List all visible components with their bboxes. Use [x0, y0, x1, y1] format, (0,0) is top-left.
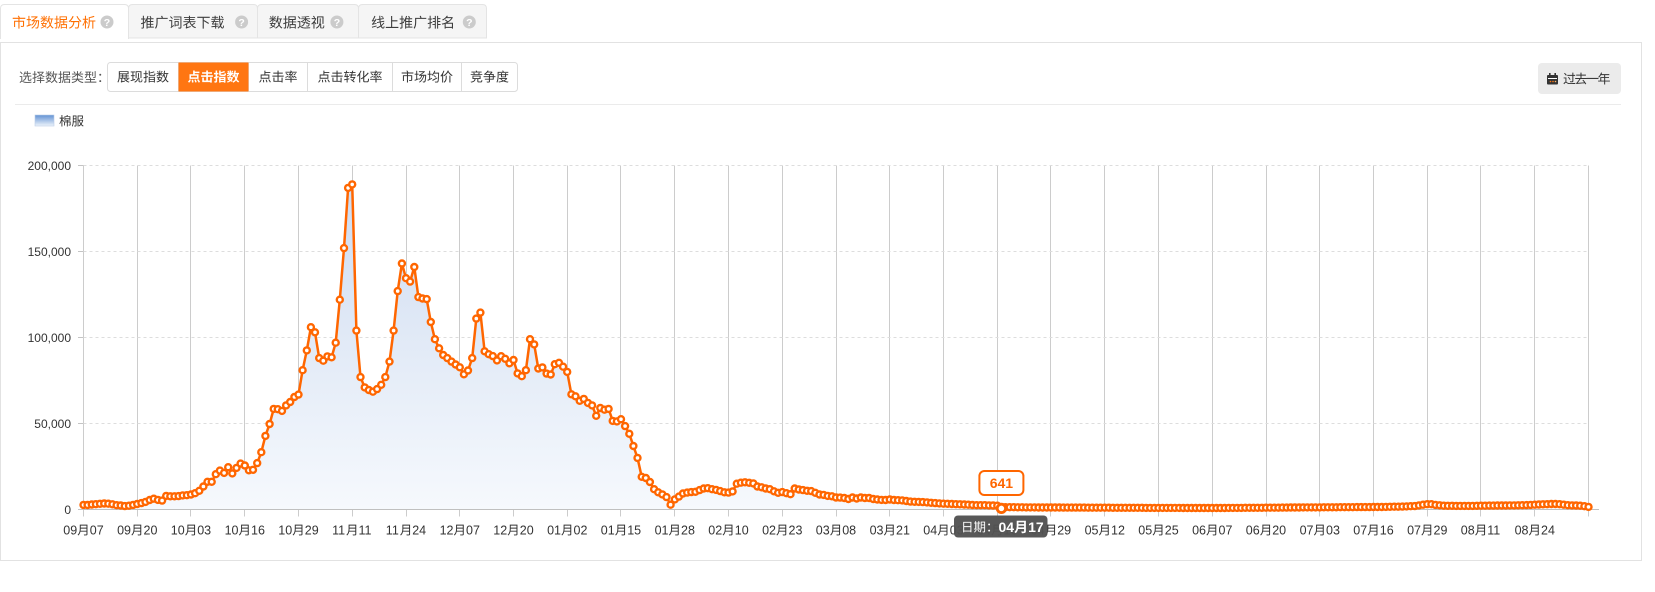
svg-text:12: 12 — [440, 524, 454, 538]
svg-text:07: 07 — [1219, 524, 1233, 538]
svg-text:05: 05 — [1085, 524, 1099, 538]
svg-text:24: 24 — [1541, 524, 1555, 538]
svg-text:150,000: 150,000 — [28, 245, 72, 259]
svg-text:?: ? — [334, 17, 340, 29]
svg-text:08: 08 — [1515, 524, 1529, 538]
svg-text:07: 07 — [1407, 524, 1421, 538]
svg-text:200,000: 200,000 — [28, 159, 72, 173]
svg-text:25: 25 — [1165, 524, 1179, 538]
svg-text:24: 24 — [412, 524, 426, 538]
svg-text:10: 10 — [171, 524, 185, 538]
svg-text:02: 02 — [708, 524, 722, 538]
svg-text:?: ? — [238, 17, 244, 29]
svg-text:?: ? — [466, 17, 472, 29]
svg-text:23: 23 — [789, 524, 803, 538]
svg-text:07: 07 — [1300, 524, 1314, 538]
svg-text:01: 01 — [547, 524, 561, 538]
svg-text:04: 04 — [999, 519, 1015, 535]
svg-text:06: 06 — [1192, 524, 1206, 538]
svg-text:29: 29 — [1057, 524, 1071, 538]
svg-text:28: 28 — [681, 524, 695, 538]
svg-text:10: 10 — [735, 524, 749, 538]
svg-text:29: 29 — [305, 524, 319, 538]
svg-text:09: 09 — [63, 524, 77, 538]
svg-text:?: ? — [104, 17, 110, 29]
svg-text:08: 08 — [1461, 524, 1475, 538]
svg-text:11: 11 — [332, 524, 345, 538]
svg-text:50,000: 50,000 — [34, 417, 71, 431]
svg-text:10: 10 — [278, 524, 292, 538]
svg-text:01: 01 — [601, 524, 615, 538]
svg-text:05: 05 — [1138, 524, 1152, 538]
svg-text:641: 641 — [990, 475, 1014, 491]
svg-text:07: 07 — [466, 524, 480, 538]
svg-text:03: 03 — [197, 524, 211, 538]
svg-text:21: 21 — [896, 524, 910, 538]
svg-text:20: 20 — [1272, 524, 1286, 538]
svg-text:100,000: 100,000 — [28, 331, 72, 345]
svg-text:20: 20 — [144, 524, 158, 538]
svg-text:11: 11 — [386, 524, 399, 538]
svg-text:09: 09 — [117, 524, 131, 538]
svg-text:02: 02 — [762, 524, 776, 538]
svg-text:07: 07 — [1353, 524, 1367, 538]
svg-text:11: 11 — [1487, 524, 1500, 538]
svg-text:04: 04 — [923, 524, 937, 538]
svg-text:03: 03 — [816, 524, 830, 538]
svg-text:01: 01 — [655, 524, 669, 538]
svg-text:08: 08 — [842, 524, 856, 538]
svg-text:16: 16 — [251, 524, 265, 538]
svg-text:10: 10 — [225, 524, 239, 538]
svg-text:07: 07 — [90, 524, 104, 538]
svg-text:12: 12 — [1111, 524, 1125, 538]
svg-text:15: 15 — [627, 524, 641, 538]
svg-text:11: 11 — [359, 524, 372, 538]
svg-text:17: 17 — [1028, 519, 1044, 535]
svg-text:02: 02 — [574, 524, 588, 538]
svg-text:0: 0 — [64, 503, 71, 517]
svg-text:12: 12 — [493, 524, 507, 538]
svg-text:20: 20 — [520, 524, 534, 538]
svg-text:16: 16 — [1380, 524, 1394, 538]
svg-text:29: 29 — [1434, 524, 1448, 538]
svg-text:03: 03 — [870, 524, 884, 538]
svg-text:03: 03 — [1326, 524, 1340, 538]
svg-text:06: 06 — [1246, 524, 1260, 538]
